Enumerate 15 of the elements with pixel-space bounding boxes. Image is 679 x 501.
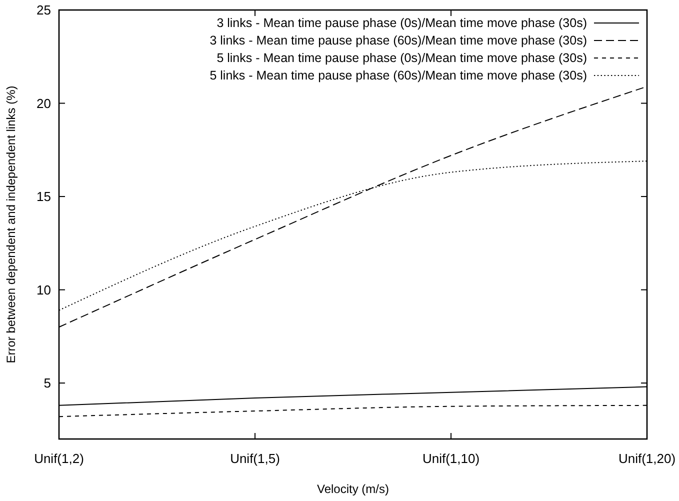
y-tick-label: 10 [36, 282, 51, 298]
legend-label: 3 links - Mean time pause phase (60s)/Mean time move phase (30s) [210, 34, 587, 48]
x-axis-title: Velocity (m/s) [316, 482, 390, 496]
y-axis-title: Error between dependent and independent links (%) [4, 86, 18, 364]
legend-label: 5 links - Mean time pause phase (0s)/Mean time move phase (30s) [216, 51, 587, 65]
y-tick-label: 15 [36, 189, 51, 204]
y-tick-label: 5 [44, 376, 51, 391]
x-tick-label: Unif(1,5) [230, 451, 280, 466]
x-tick-label: Unif(1,2) [34, 451, 84, 466]
legend-label: 3 links - Mean time pause phase (0s)/Mean time move phase (30s) [216, 16, 587, 30]
y-tick-label: 25 [36, 2, 51, 18]
y-tick-label: 20 [36, 96, 51, 111]
legend-label: 5 links - Mean time pause phase (60s)/Mean time move phase (30s) [210, 68, 587, 82]
x-tick-label: Unif(1,10) [422, 451, 480, 466]
x-tick-label: Unif(1,20) [618, 451, 676, 466]
